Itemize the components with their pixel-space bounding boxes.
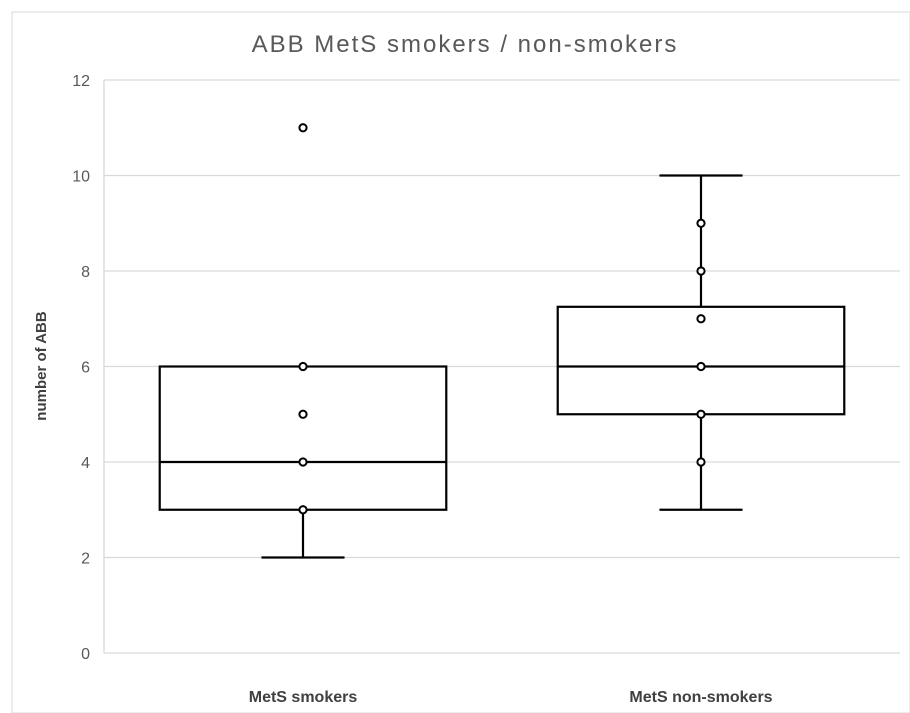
data-point: [696, 314, 706, 324]
chart-title: ABB MetS smokers / non-smokers: [252, 31, 679, 58]
data-point: [696, 218, 706, 228]
data-point: [696, 409, 706, 419]
x-category-label: MetS smokers: [249, 689, 358, 706]
y-tick-label: 10: [72, 169, 90, 186]
y-axis-ticks: 0 2 4 6 8 10 12: [72, 73, 90, 663]
box: [158, 365, 448, 511]
chart-area-border: [11, 11, 910, 713]
category-labels: MetS smokers MetS non-smokers: [249, 689, 773, 706]
y-tick-label: 8: [81, 264, 90, 281]
data-point: [298, 457, 308, 467]
data-point: [298, 505, 308, 515]
box-group: [158, 123, 448, 559]
box-group: [556, 174, 846, 511]
boxes: [158, 123, 846, 559]
y-axis-label: number of ABB: [33, 311, 50, 421]
data-point: [696, 266, 706, 276]
data-point: [298, 361, 308, 372]
y-tick-label: 6: [81, 360, 90, 377]
y-tick-label: 12: [72, 73, 90, 90]
x-category-label: MetS non-smokers: [629, 689, 772, 706]
y-tick-label: 0: [81, 646, 90, 663]
data-point: [298, 409, 308, 419]
y-tick-label: 4: [81, 455, 90, 472]
data-point: [298, 123, 308, 133]
y-tick-label: 2: [81, 551, 90, 568]
data-point: [696, 457, 706, 467]
data-point: [696, 361, 706, 372]
